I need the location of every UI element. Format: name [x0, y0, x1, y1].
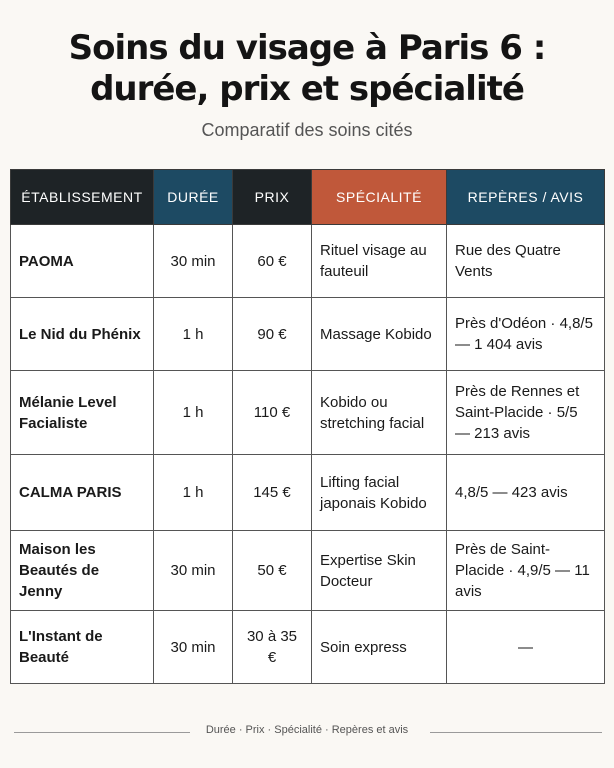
cell-prix: 90 € [232, 297, 312, 371]
table-row: Maison les Beautés de Jenny 30 min 50 € … [10, 530, 605, 611]
page-title: Soins du visage à Paris 6 : durée, prix … [0, 28, 614, 110]
table-row: Mélanie Level Facialiste 1 h 110 € Kobid… [10, 370, 605, 455]
cell-specialite: Massage Kobido [311, 297, 447, 371]
cell-prix: 30 à 35 € [232, 610, 312, 684]
table-row: PAOMA 30 min 60 € Rituel visage au faute… [10, 224, 605, 298]
cell-specialite: Soin express [311, 610, 447, 684]
page-title-line-1: Soins du visage à Paris 6 : [68, 28, 547, 68]
cell-duree: 1 h [153, 370, 233, 455]
footer-text: Durée · Prix · Spécialité · Repères et a… [205, 724, 409, 736]
cell-specialite: Kobido ou stretching facial [311, 370, 447, 455]
column-header-reperes: REPÈRES / AVIS [446, 169, 605, 225]
cell-prix: 60 € [232, 224, 312, 298]
table-row: CALMA PARIS 1 h 145 € Lifting facial jap… [10, 454, 605, 531]
cell-duree: 1 h [153, 454, 233, 531]
cell-duree: 30 min [153, 224, 233, 298]
cell-etablissement: Le Nid du Phénix [10, 297, 154, 371]
table-row: L'Instant de Beauté 30 min 30 à 35 € Soi… [10, 610, 605, 684]
cell-etablissement: L'Instant de Beauté [10, 610, 154, 684]
cell-reperes: Près de Rennes et Saint-Placide · 5/5 — … [446, 370, 605, 455]
comparison-table: ÉTABLISSEMENT DURÉE PRIX SPÉCIALITÉ REPÈ… [10, 169, 605, 684]
cell-duree: 1 h [153, 297, 233, 371]
cell-etablissement: PAOMA [10, 224, 154, 298]
footer: Durée · Prix · Spécialité · Repères et a… [0, 724, 614, 740]
table-row: Le Nid du Phénix 1 h 90 € Massage Kobido… [10, 297, 605, 371]
cell-reperes: Près d'Odéon · 4,8/5 — 1 404 avis [446, 297, 605, 371]
footer-divider-right [430, 732, 602, 733]
cell-etablissement: CALMA PARIS [10, 454, 154, 531]
table-header-row: ÉTABLISSEMENT DURÉE PRIX SPÉCIALITÉ REPÈ… [10, 169, 605, 225]
column-header-prix: PRIX [232, 169, 312, 225]
column-header-specialite: SPÉCIALITÉ [311, 169, 447, 225]
cell-duree: 30 min [153, 530, 233, 611]
page-title-line-2: durée, prix et spécialité [90, 69, 525, 109]
cell-reperes: 4,8/5 — 423 avis [446, 454, 605, 531]
cell-specialite: Lifting facial japonais Kobido [311, 454, 447, 531]
cell-reperes: Près de Saint-Placide · 4,9/5 — 11 avis [446, 530, 605, 611]
cell-duree: 30 min [153, 610, 233, 684]
cell-etablissement: Maison les Beautés de Jenny [10, 530, 154, 611]
cell-specialite: Expertise Skin Docteur [311, 530, 447, 611]
cell-reperes: Rue des Quatre Vents [446, 224, 605, 298]
cell-prix: 145 € [232, 454, 312, 531]
page-subtitle: Comparatif des soins cités [201, 120, 413, 140]
cell-reperes: — [446, 610, 605, 684]
cell-prix: 50 € [232, 530, 312, 611]
cell-specialite: Rituel visage au fauteuil [311, 224, 447, 298]
column-header-etablissement: ÉTABLISSEMENT [10, 169, 154, 225]
footer-divider-left [14, 732, 190, 733]
cell-etablissement: Mélanie Level Facialiste [10, 370, 154, 455]
cell-prix: 110 € [232, 370, 312, 455]
column-header-duree: DURÉE [153, 169, 233, 225]
